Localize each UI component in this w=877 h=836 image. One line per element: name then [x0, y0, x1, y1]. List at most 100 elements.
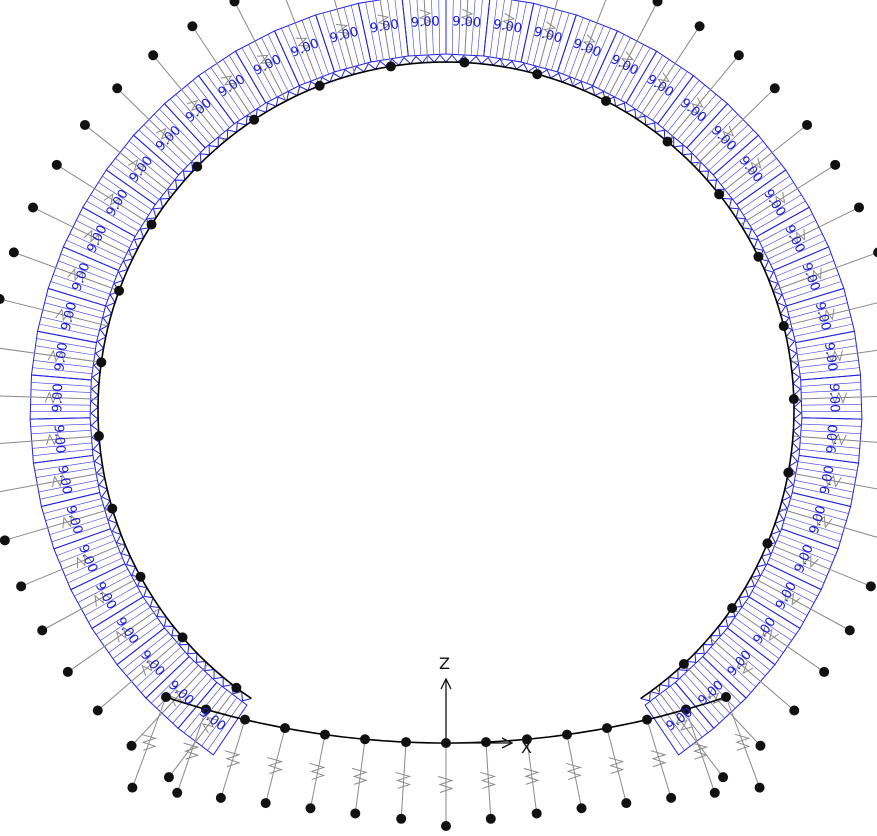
- load-hatch-line: [580, 25, 605, 81]
- invert-spring-end-node: [531, 808, 542, 819]
- load-hatch-line: [261, 37, 289, 92]
- load-hatch-line: [79, 213, 133, 243]
- load-hatch-line: [743, 181, 795, 216]
- load-hatch-line: [39, 486, 99, 500]
- load-hatch-line: [711, 647, 757, 688]
- spring-end-node: [830, 159, 841, 170]
- spring-zigzag: [736, 657, 754, 675]
- load-hatch-line: [800, 367, 860, 375]
- invert-node: [721, 692, 731, 702]
- invert-node: [681, 704, 691, 715]
- spring-support: [67, 607, 161, 673]
- load-hatch-line: [704, 124, 749, 166]
- invert-spring: [725, 696, 761, 788]
- z-axis-arrowhead: [440, 677, 452, 690]
- spring-zigzag: [687, 97, 704, 115]
- load-hatch-line: [87, 591, 140, 623]
- spring-end-node: [163, 772, 174, 783]
- lining-node: [146, 219, 157, 230]
- spring-zigzag: [103, 193, 121, 210]
- load-hatch-line: [789, 302, 848, 319]
- load-hatch-line: [51, 522, 109, 543]
- load-hatch-line: [789, 504, 848, 522]
- lining-node: [93, 431, 104, 442]
- spring-support: [637, 25, 701, 120]
- spring-end-node: [755, 740, 766, 751]
- invert-spring: [131, 696, 167, 788]
- invert-spring-end-node: [485, 813, 496, 824]
- load-hatch-line: [192, 79, 230, 128]
- invert-spring: [485, 742, 492, 819]
- spring-end-node: [37, 625, 48, 636]
- spring-zigzag: [155, 127, 173, 145]
- invert-spring-zigzag: [437, 776, 454, 793]
- load-hatch-line: [32, 367, 92, 375]
- load-hatch-line: [631, 54, 664, 107]
- load-hatch-line: [97, 181, 149, 216]
- spring-support: [500, 0, 513, 67]
- invert-node: [240, 714, 250, 725]
- load-zigzag-edge: [90, 54, 802, 702]
- spring-zigzag: [94, 590, 111, 607]
- load-hatch-line: [793, 486, 853, 500]
- invert-node: [562, 729, 572, 740]
- invert-spring: [309, 734, 326, 809]
- load-hatch-line: [772, 551, 828, 577]
- load-hatch-line: [73, 569, 128, 597]
- load-hatch-line: [95, 601, 147, 635]
- lining-node: [135, 571, 146, 582]
- invert-spring-zigzag: [395, 771, 412, 789]
- load-hatch-line: [30, 381, 91, 387]
- load-hatch-line: [785, 516, 843, 536]
- load-hatch-line: [569, 19, 591, 77]
- spring-support: [234, 1, 287, 102]
- spring-support: [790, 349, 877, 363]
- spring-support: [152, 54, 225, 142]
- load-hatch-line: [794, 323, 854, 337]
- load-hatch-line: [740, 175, 791, 210]
- spring-zigzag: [67, 267, 84, 283]
- load-hatch-line: [158, 108, 201, 153]
- load-block: [357, 0, 409, 63]
- load-hatch-line: [43, 498, 102, 514]
- load-hatch-line: [598, 33, 625, 89]
- invert-spring-end-node: [441, 821, 451, 831]
- load-value-label: 9.00: [50, 424, 67, 454]
- lining-node: [662, 136, 673, 147]
- load-hatch-line: [58, 540, 115, 563]
- spring-support: [56, 164, 152, 225]
- load-hatch-line: [50, 281, 108, 301]
- load-hatch-line: [166, 673, 208, 719]
- invert-spring-zigzag: [523, 767, 540, 785]
- load-hatch-line: [764, 569, 819, 597]
- load-hatch-line: [201, 697, 237, 747]
- spring-end-node: [733, 50, 744, 61]
- load-hatch-line: [69, 233, 124, 260]
- invert-node: [401, 737, 411, 748]
- spring-zigzag: [825, 474, 842, 488]
- load-hatch-line: [801, 404, 862, 406]
- spring-support: [772, 252, 877, 292]
- spring-zigzag: [675, 714, 692, 731]
- spring-end-node: [79, 119, 90, 130]
- spring-zigzag: [116, 626, 133, 643]
- load-hatch-line: [57, 260, 114, 283]
- spring-zigzag: [830, 391, 848, 405]
- load-hatch-line: [30, 404, 91, 406]
- load-hatch-line: [52, 274, 110, 295]
- load-value-label: 9.00: [736, 154, 766, 186]
- load-value-label: 9.00: [452, 14, 482, 30]
- load-hatch-line: [44, 302, 103, 319]
- invert-spring: [354, 739, 366, 814]
- load-hatch-line: [32, 448, 93, 457]
- load-hatch-line: [66, 239, 122, 265]
- invert-node: [481, 737, 491, 748]
- spring-end-node: [8, 247, 19, 258]
- spring-zigzag: [762, 624, 779, 642]
- spring-zigzag: [768, 191, 786, 209]
- load-hatch-line: [679, 678, 720, 724]
- spring-support: [463, 0, 469, 63]
- load-value-label: 9.00: [798, 261, 822, 293]
- invert-spring-end-node: [754, 782, 765, 793]
